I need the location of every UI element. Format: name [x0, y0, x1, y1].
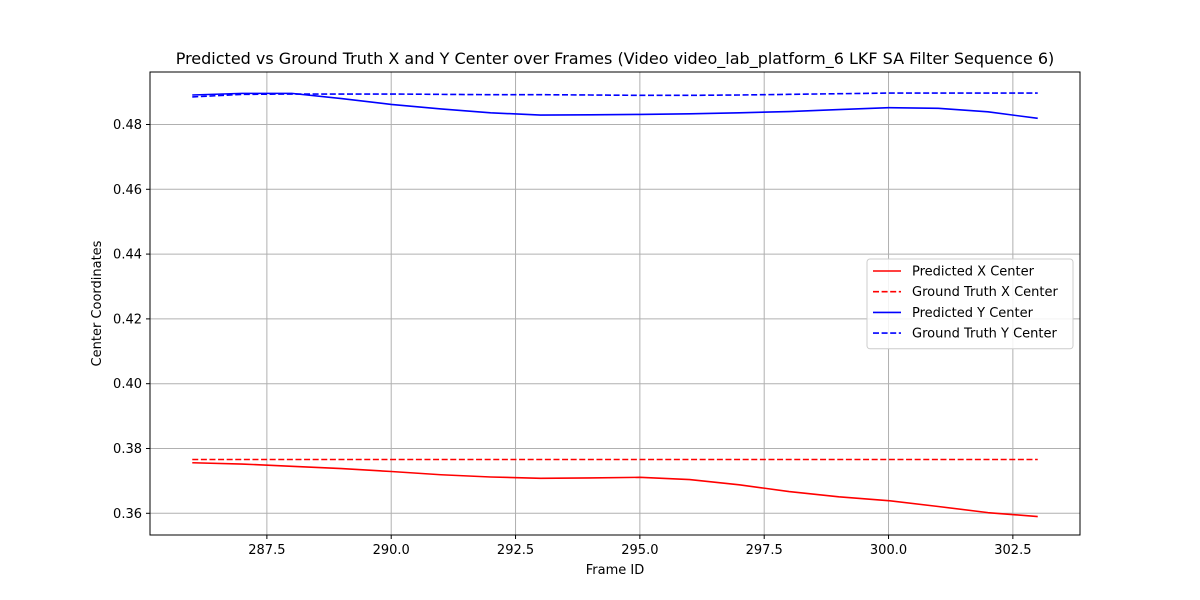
y-tick-label: 0.40	[113, 377, 142, 392]
plot-frame	[149, 71, 1081, 536]
x-tick-label: 290.0	[373, 543, 410, 558]
y-tick-label: 0.48	[113, 118, 142, 133]
x-tick-label: 287.5	[248, 543, 285, 558]
series-line-ground-truth-y-center	[192, 92, 1038, 98]
x-tick-label: 300.0	[870, 543, 907, 558]
chart-title: Predicted vs Ground Truth X and Y Center…	[176, 49, 1055, 69]
plot-series	[192, 92, 1038, 518]
x-tick-label: 292.5	[497, 543, 534, 558]
x-axis-title: Frame ID	[586, 563, 644, 578]
legend-label: Ground Truth Y Center	[912, 327, 1058, 342]
series-line-predicted-x-center	[192, 461, 1038, 518]
y-tick-label: 0.38	[113, 442, 142, 457]
y-tick-label: 0.46	[113, 183, 142, 198]
x-tick-label: 295.0	[621, 543, 658, 558]
legend-label: Predicted X Center	[912, 265, 1035, 280]
y-tick-label: 0.44	[113, 248, 142, 263]
legend-box	[866, 258, 1074, 350]
x-tick-label: 297.5	[746, 543, 783, 558]
legend-label: Predicted Y Center	[912, 306, 1034, 321]
series-line-predicted-y-center	[192, 92, 1038, 120]
legend-label: Ground Truth X Center	[912, 285, 1058, 300]
x-tick-label: 302.5	[994, 543, 1031, 558]
legend: Predicted X Center Ground Truth X Center P…	[866, 258, 1074, 350]
y-axis-title: Center Coordinates	[90, 240, 105, 366]
y-tick-label: 0.42	[113, 312, 142, 327]
y-tick-label: 0.36	[113, 507, 142, 522]
axis-ticks: 287.5 290.0 292.5 295.0 297.5 300.0 302.5 0.36 0…	[113, 118, 1031, 558]
